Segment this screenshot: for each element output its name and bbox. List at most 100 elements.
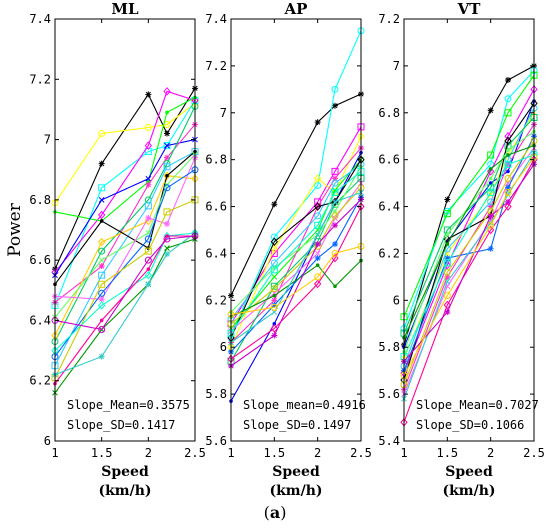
data-point bbox=[163, 208, 171, 216]
data-point bbox=[443, 268, 451, 276]
x-tick-label: 1 bbox=[51, 446, 58, 460]
data-point bbox=[314, 119, 321, 126]
data-point bbox=[98, 130, 106, 138]
y-tick-label: 5.4 bbox=[378, 434, 400, 448]
y-tick-label: 6.8 bbox=[378, 106, 400, 120]
data-point bbox=[270, 244, 278, 254]
series-line bbox=[230, 178, 362, 362]
plot-frame bbox=[403, 18, 535, 442]
data-point bbox=[332, 222, 338, 229]
plot-frame bbox=[54, 18, 196, 442]
series-line bbox=[54, 102, 196, 204]
x-axis-unit: (km/h) bbox=[269, 483, 322, 499]
series-line bbox=[230, 159, 362, 339]
panel-ap: AP 5.6 5.8 6 6.2 6.4 6.6 6.8 7 7.2 7.4 1 1.5 2 2.5 Spee… bbox=[205, 0, 372, 499]
data-point bbox=[98, 271, 106, 279]
data-point bbox=[98, 296, 105, 303]
data-point bbox=[144, 124, 152, 132]
series-line bbox=[230, 206, 362, 360]
data-point bbox=[270, 303, 278, 311]
data-point bbox=[98, 263, 105, 270]
y-tick-label: 5.6 bbox=[378, 387, 400, 401]
series-line bbox=[54, 199, 196, 378]
data-point bbox=[315, 263, 320, 267]
data-point bbox=[99, 219, 104, 223]
data-point bbox=[146, 267, 151, 271]
data-point bbox=[444, 196, 451, 203]
series-line bbox=[54, 151, 196, 366]
data-point bbox=[164, 251, 170, 258]
data-point bbox=[332, 199, 338, 205]
series-line bbox=[403, 112, 535, 360]
x-axis-unit: (km/h) bbox=[442, 483, 495, 499]
y-tick-label: 6.4 bbox=[29, 313, 51, 327]
data-point bbox=[444, 278, 451, 285]
data-point bbox=[504, 202, 512, 211]
data-point bbox=[98, 160, 105, 167]
data-point bbox=[163, 87, 171, 96]
y-tick-label: 5.8 bbox=[205, 387, 227, 401]
data-point bbox=[314, 202, 322, 211]
series-line bbox=[403, 156, 535, 376]
data-point bbox=[488, 176, 493, 181]
data-point bbox=[145, 214, 152, 221]
data-point bbox=[488, 167, 493, 171]
data-point bbox=[504, 109, 512, 117]
series-line bbox=[54, 100, 196, 306]
data-point bbox=[445, 242, 450, 246]
data-point bbox=[144, 256, 152, 264]
series-line bbox=[403, 124, 535, 390]
y-tick-label: 6.6 bbox=[29, 253, 51, 267]
data-point bbox=[487, 245, 494, 252]
slope-annotation: Slope_mean=0.4916 bbox=[243, 398, 366, 412]
series-line bbox=[54, 157, 196, 300]
data-point bbox=[270, 285, 278, 293]
plot-frame bbox=[230, 18, 362, 442]
x-tick-label: 1 bbox=[227, 446, 234, 460]
data-point bbox=[314, 255, 321, 262]
data-point bbox=[331, 212, 339, 220]
data-point bbox=[506, 153, 510, 157]
data-point bbox=[504, 160, 512, 168]
data-point bbox=[505, 184, 511, 191]
data-point bbox=[98, 197, 105, 203]
y-tick-label: 7.4 bbox=[205, 12, 227, 26]
data-point bbox=[487, 151, 495, 159]
data-point bbox=[331, 179, 339, 187]
data-point bbox=[332, 175, 338, 182]
data-point bbox=[443, 210, 451, 218]
data-point bbox=[98, 325, 106, 333]
y-tick-label: 6.4 bbox=[205, 246, 227, 260]
data-point bbox=[98, 257, 105, 263]
slope-annotation: Slope_Mean=0.3575 bbox=[67, 398, 190, 412]
x-tick-label: 1 bbox=[400, 446, 407, 460]
data-point bbox=[314, 250, 321, 257]
x-tick-label: 2 bbox=[145, 446, 152, 460]
data-point bbox=[272, 321, 277, 326]
x-tick-label: 1.5 bbox=[263, 446, 285, 460]
data-point bbox=[445, 232, 450, 237]
data-point bbox=[164, 154, 170, 161]
data-point bbox=[487, 212, 494, 219]
data-point bbox=[504, 95, 512, 103]
data-point bbox=[98, 301, 106, 310]
y-tick-label: 7.2 bbox=[205, 59, 227, 73]
data-point bbox=[333, 209, 337, 214]
data-point bbox=[163, 163, 171, 171]
y-tick-label: 6.2 bbox=[205, 293, 227, 307]
x-axis-unit: (km/h) bbox=[98, 483, 151, 499]
slope-annotation: Slope_SD=0.1417 bbox=[67, 418, 175, 432]
data-point bbox=[506, 148, 510, 153]
data-point bbox=[163, 235, 171, 243]
x-tick-label: 2.5 bbox=[523, 446, 545, 460]
series-line bbox=[54, 232, 196, 376]
x-tick-label: 2.5 bbox=[184, 446, 206, 460]
data-point bbox=[144, 270, 152, 280]
data-point bbox=[314, 273, 322, 281]
data-point bbox=[487, 167, 495, 176]
x-axis-label: Speed bbox=[101, 464, 149, 480]
series-line bbox=[403, 140, 535, 385]
x-tick-label: 2 bbox=[487, 446, 494, 460]
data-point bbox=[487, 107, 494, 114]
